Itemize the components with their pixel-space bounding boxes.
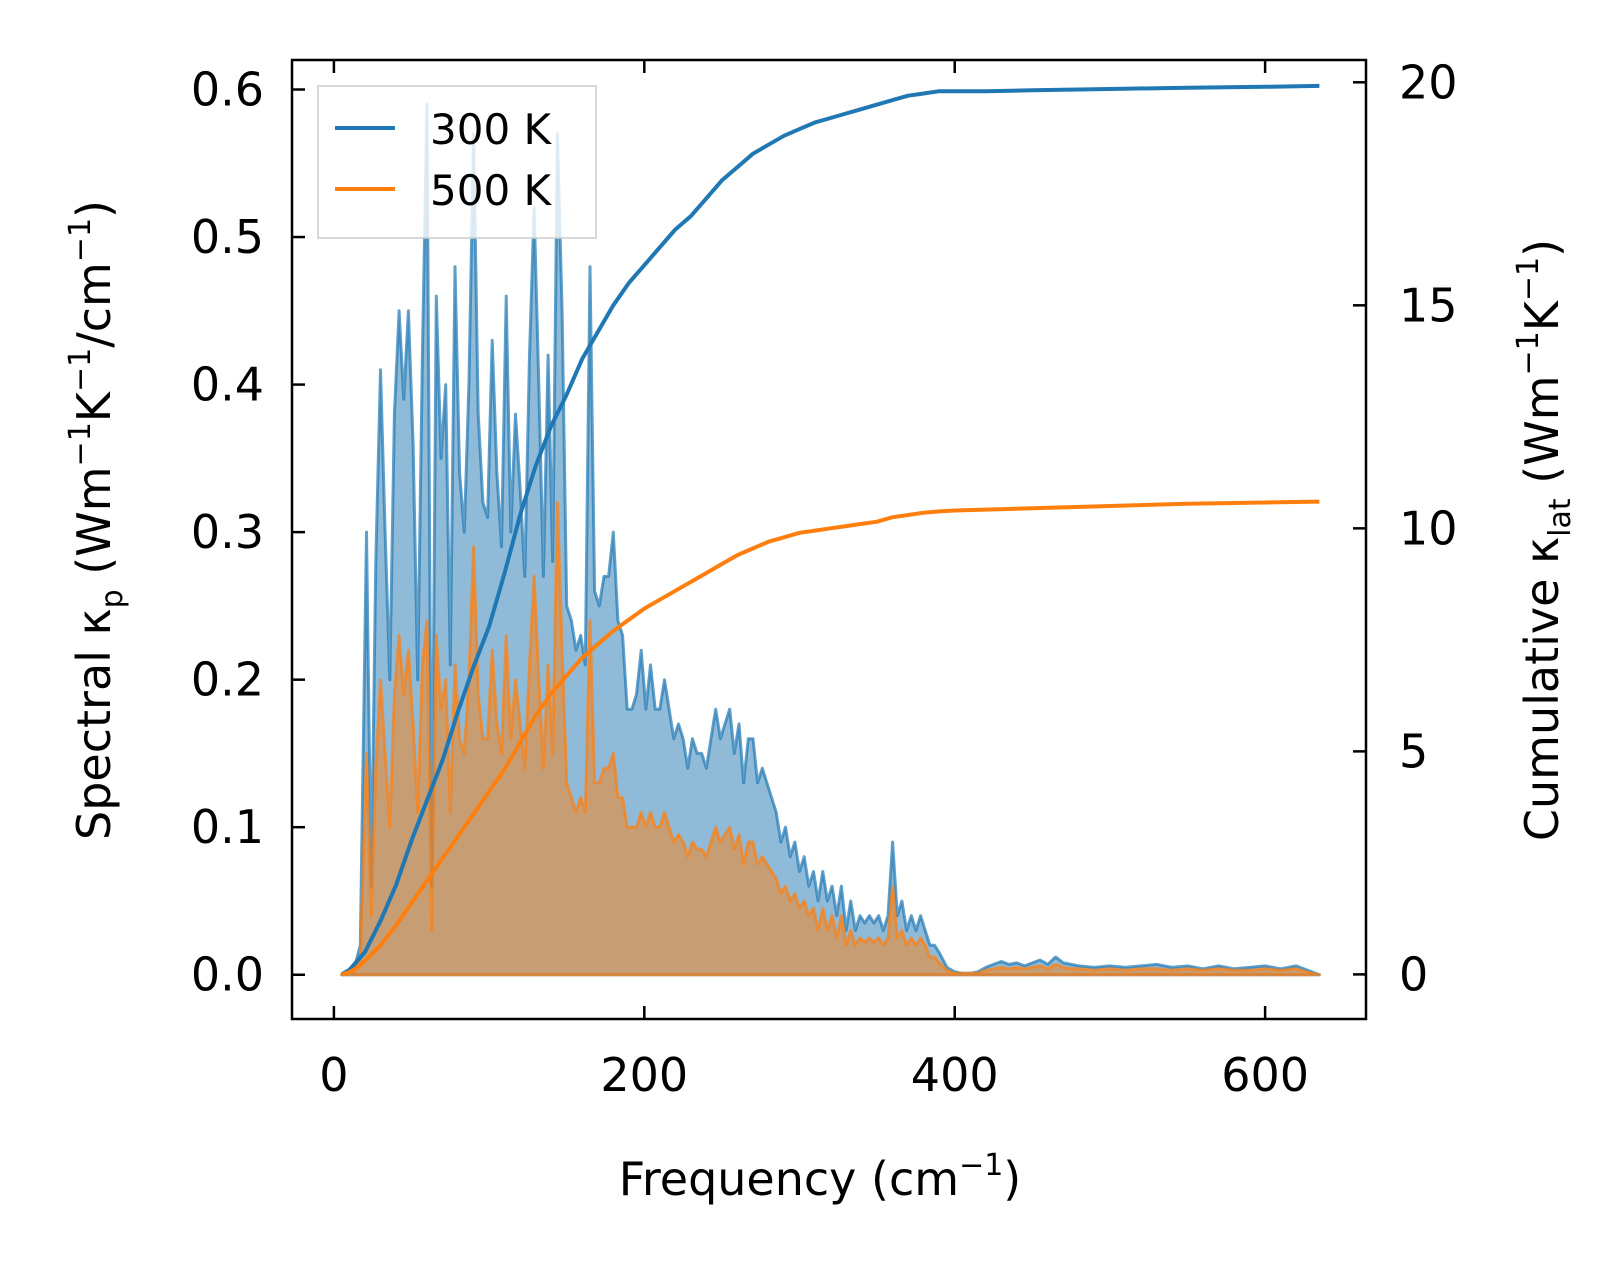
- legend-label-300k: 300 K: [430, 105, 553, 154]
- y-tick-label-right: 15: [1399, 278, 1458, 332]
- axis-ticks: 0 200 400 600 0.0 0.1 0.2 0.3 0.4 0.5 0.6 0 5 10 15 20: [191, 55, 1458, 1102]
- spectral-fills: [340, 102, 1321, 977]
- y-axis-label-right: Cumulative κlat (Wm−1K−1): [1511, 239, 1578, 841]
- legend: 300 K 500 K: [317, 85, 597, 239]
- data-lines: [340, 83, 1320, 977]
- x-axis-label: Frequency (cm−1): [619, 1148, 1022, 1206]
- cumulative-line-300k: [340, 83, 1320, 977]
- y-tick-label-right: 10: [1399, 501, 1458, 555]
- y-tick-label-left: 0.4: [191, 358, 264, 412]
- x-tick-label: 600: [1221, 1048, 1309, 1102]
- cumulative-line-500k: [341, 499, 1320, 977]
- x-tick-label: 0: [319, 1048, 348, 1102]
- legend-label-500k: 500 K: [430, 166, 553, 215]
- y-tick-label-left: 0.1: [191, 800, 264, 854]
- y-tick-label-left: 0.6: [191, 63, 264, 117]
- spectral-area-500k: [340, 501, 1321, 977]
- y-tick-label-left: 0.0: [191, 948, 264, 1002]
- y-axis-label-left: Spectral κp (Wm−1K−1/cm−1): [63, 200, 130, 840]
- y-tick-label-left: 0.5: [191, 210, 264, 264]
- axes-frame: [290, 58, 1368, 1021]
- y-tick-label-left: 0.2: [191, 653, 264, 707]
- y-tick-label-right: 5: [1399, 724, 1428, 778]
- y-tick-label-right: 0: [1399, 947, 1428, 1001]
- x-tick-label: 400: [911, 1048, 999, 1102]
- legend-frame: [317, 85, 597, 239]
- y-tick-label-left: 0.3: [191, 505, 264, 559]
- x-tick-label: 200: [600, 1048, 688, 1102]
- y-tick-label-right: 20: [1399, 55, 1458, 109]
